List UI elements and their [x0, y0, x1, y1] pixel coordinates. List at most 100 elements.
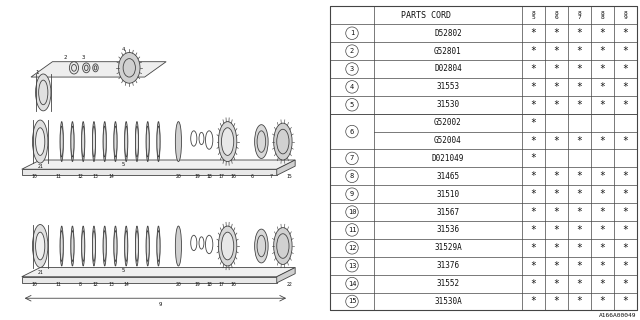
Ellipse shape	[136, 126, 138, 157]
Text: *: *	[599, 225, 605, 235]
Ellipse shape	[175, 122, 182, 162]
Text: 6: 6	[251, 174, 253, 180]
Ellipse shape	[157, 122, 160, 162]
Text: 18: 18	[206, 282, 212, 287]
Ellipse shape	[103, 226, 106, 266]
Text: *: *	[553, 64, 559, 74]
Ellipse shape	[33, 225, 48, 268]
Text: *: *	[553, 296, 559, 307]
Polygon shape	[276, 160, 295, 175]
Text: 19: 19	[194, 174, 200, 180]
Polygon shape	[22, 160, 295, 169]
Ellipse shape	[114, 226, 117, 266]
Ellipse shape	[146, 126, 149, 157]
Ellipse shape	[103, 122, 106, 162]
Text: *: *	[622, 296, 628, 307]
Text: 14: 14	[348, 281, 356, 287]
Text: *: *	[530, 64, 536, 74]
Text: *: *	[599, 243, 605, 253]
Ellipse shape	[36, 74, 51, 111]
Text: *: *	[530, 46, 536, 56]
Text: *: *	[553, 82, 559, 92]
Ellipse shape	[221, 232, 234, 260]
Text: 10: 10	[31, 174, 37, 180]
Text: 31536: 31536	[436, 225, 460, 235]
Text: 8
8: 8 8	[600, 11, 604, 20]
Text: *: *	[576, 279, 582, 289]
Ellipse shape	[136, 231, 138, 261]
Text: 10: 10	[31, 282, 37, 287]
Ellipse shape	[103, 231, 106, 261]
Text: *: *	[530, 225, 536, 235]
Text: *: *	[530, 171, 536, 181]
Text: *: *	[622, 46, 628, 56]
Text: G52801: G52801	[434, 47, 462, 56]
Text: *: *	[599, 207, 605, 217]
Text: 11: 11	[56, 174, 61, 180]
Ellipse shape	[114, 231, 117, 261]
Text: 10: 10	[348, 209, 356, 215]
Text: 12: 12	[93, 282, 99, 287]
Polygon shape	[22, 277, 276, 283]
Text: 9: 9	[158, 302, 162, 307]
Text: 20: 20	[175, 174, 181, 180]
Text: *: *	[553, 207, 559, 217]
Text: 31465: 31465	[436, 172, 460, 181]
Ellipse shape	[93, 64, 99, 72]
Text: *: *	[622, 82, 628, 92]
Polygon shape	[31, 62, 166, 77]
Text: 31530: 31530	[436, 100, 460, 109]
Ellipse shape	[274, 123, 292, 160]
Text: 3: 3	[81, 55, 85, 60]
Ellipse shape	[157, 126, 160, 157]
Ellipse shape	[125, 226, 128, 266]
Ellipse shape	[71, 126, 74, 157]
Text: *: *	[622, 279, 628, 289]
Text: *: *	[599, 279, 605, 289]
Ellipse shape	[114, 122, 117, 162]
Ellipse shape	[82, 226, 84, 266]
Ellipse shape	[218, 122, 237, 162]
Text: *: *	[622, 28, 628, 38]
Ellipse shape	[114, 126, 117, 157]
Ellipse shape	[92, 226, 95, 266]
Ellipse shape	[60, 126, 63, 157]
Text: *: *	[530, 153, 536, 164]
Ellipse shape	[36, 232, 45, 260]
Ellipse shape	[83, 63, 90, 73]
Text: *: *	[553, 261, 559, 271]
Ellipse shape	[82, 122, 84, 162]
Text: *: *	[576, 225, 582, 235]
Text: *: *	[530, 207, 536, 217]
Text: 8
7: 8 7	[577, 11, 581, 20]
Text: *: *	[530, 100, 536, 110]
Text: D021049: D021049	[432, 154, 464, 163]
Ellipse shape	[175, 226, 182, 266]
Text: *: *	[530, 82, 536, 92]
Text: *: *	[599, 135, 605, 146]
Text: 21: 21	[37, 270, 43, 275]
Text: 8: 8	[350, 173, 354, 179]
Text: 8
6: 8 6	[554, 11, 558, 20]
Ellipse shape	[274, 228, 292, 264]
Text: 16: 16	[231, 282, 237, 287]
Text: *: *	[576, 100, 582, 110]
Text: 12: 12	[348, 245, 356, 251]
Text: *: *	[553, 171, 559, 181]
Text: 5: 5	[350, 102, 354, 108]
Text: 31552: 31552	[436, 279, 460, 288]
Text: *: *	[599, 261, 605, 271]
Text: 31529A: 31529A	[434, 243, 462, 252]
Ellipse shape	[136, 122, 138, 162]
Polygon shape	[22, 268, 295, 277]
Text: *: *	[599, 46, 605, 56]
Text: *: *	[576, 28, 582, 38]
Polygon shape	[276, 268, 295, 283]
Text: *: *	[576, 243, 582, 253]
Text: *: *	[530, 261, 536, 271]
Text: 14: 14	[108, 174, 114, 180]
Text: 9: 9	[350, 191, 354, 197]
Text: 13: 13	[93, 174, 99, 180]
Text: 11: 11	[348, 227, 356, 233]
Text: 15: 15	[348, 299, 356, 304]
